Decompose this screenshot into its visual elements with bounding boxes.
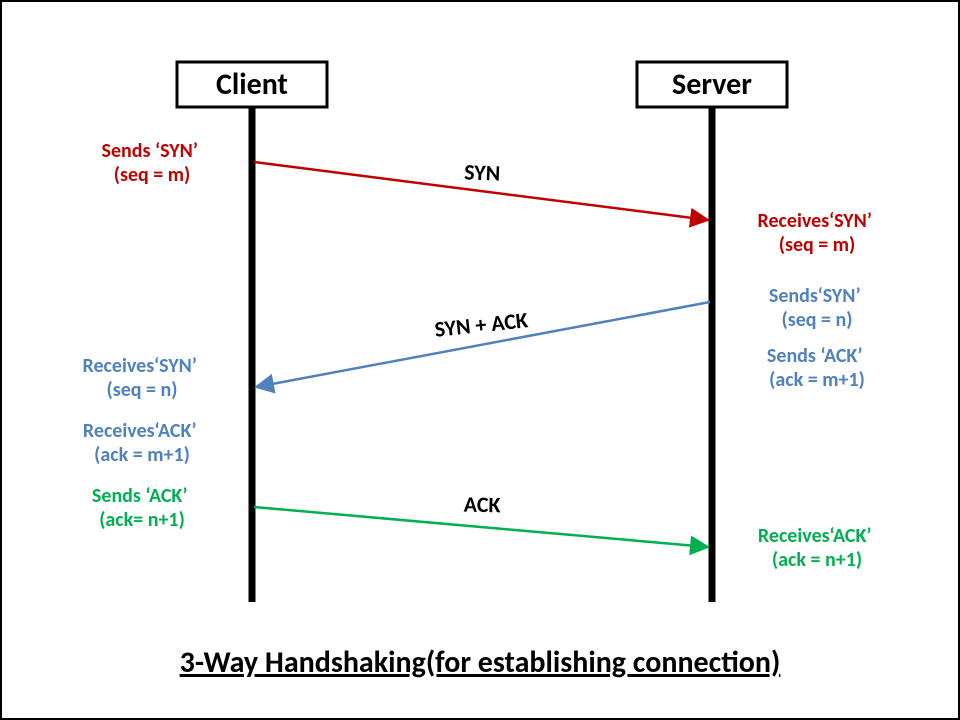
client-ack-send-label: Sends ‘ACK’ (ack= n+1) — [92, 484, 192, 532]
ack-arrow-label: ACK — [464, 491, 501, 519]
diagram-caption: 3-Way Handshaking(for establishing conne… — [180, 644, 781, 681]
client-syn-recv-label: Receives‘SYN’ (seq = n) — [83, 354, 202, 402]
diagram-frame: Client Server SYN SYN + ACK ACK Sends ‘S… — [0, 0, 960, 720]
diagram-svg: Client Server SYN SYN + ACK ACK Sends ‘S… — [2, 2, 958, 718]
server-syn-send-label: Sends‘SYN’ (seq = n) — [769, 284, 865, 332]
client-syn-send-label: Sends ‘SYN’ (seq = m) — [102, 139, 203, 187]
client-ack-recv-label: Receives‘ACK’ (ack = m+1) — [83, 419, 201, 467]
server-syn-recv-label: Receives‘SYN’ (seq = m) — [758, 209, 877, 257]
client-box-label: Client — [216, 66, 288, 103]
syn-arrow-label: SYN — [464, 158, 501, 186]
server-ack-recv-label: Receives‘ACK’ (ack = n+1) — [758, 524, 876, 572]
server-box-label: Server — [672, 66, 752, 103]
server-ack-send-label: Sends ‘ACK’ (ack = m+1) — [767, 344, 867, 392]
